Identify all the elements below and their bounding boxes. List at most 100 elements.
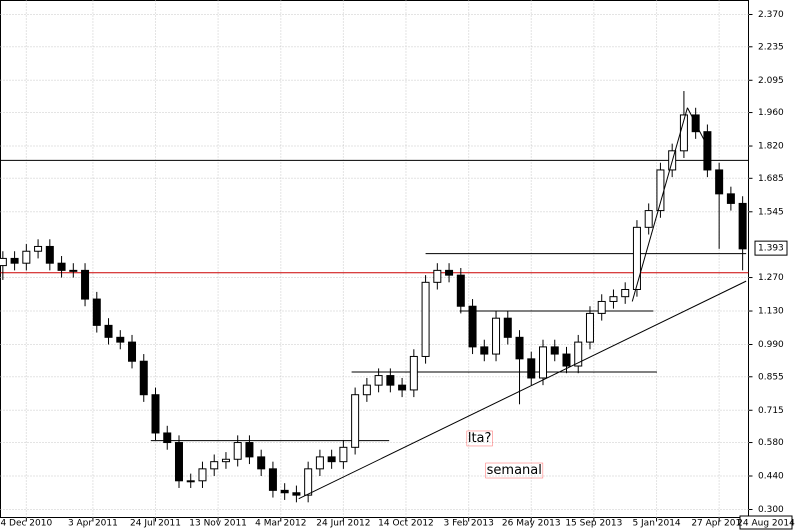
candle-body	[0, 257, 7, 267]
annotation: semanal	[487, 463, 542, 478]
y-tick-label: 1.545	[758, 207, 784, 217]
candle-body	[362, 384, 371, 396]
y-tick-label: 0.440	[758, 472, 784, 482]
candle-body	[527, 358, 536, 379]
candle-body	[257, 456, 266, 470]
y-tick-label: 1.130	[758, 307, 784, 317]
candle-body	[562, 353, 571, 367]
candle-body	[221, 458, 230, 463]
y-tick-label: 0.990	[758, 340, 784, 350]
y-tick-label: 1.820	[758, 142, 784, 152]
x-tick-label: 26 May 2013	[502, 519, 561, 529]
candle-body	[233, 442, 242, 460]
y-tick-label: 0.715	[758, 406, 784, 416]
candle-body	[315, 456, 324, 470]
candle-body	[574, 341, 583, 367]
candle-body	[210, 461, 219, 470]
candle-body	[339, 446, 348, 463]
candle-body	[116, 336, 125, 343]
candle-body	[585, 312, 594, 343]
candle-body	[644, 210, 653, 228]
x-tick-label: 15 Sep 2013	[565, 519, 622, 529]
price-tag: 1.393	[758, 244, 784, 254]
candle-body	[351, 394, 360, 448]
candle-body	[69, 269, 78, 272]
candle-body	[139, 360, 148, 396]
candle-body	[327, 456, 336, 463]
candle-body	[503, 317, 512, 338]
y-tick-label: 1.685	[758, 174, 784, 184]
candle-body	[280, 489, 289, 494]
candle-body	[550, 346, 559, 355]
candle-body	[738, 202, 747, 250]
candle-body	[104, 324, 113, 338]
candle-body	[726, 193, 735, 204]
candle-body	[445, 269, 454, 276]
candle-body	[468, 305, 477, 348]
candle-body	[245, 442, 254, 458]
candle-body	[492, 317, 501, 355]
candle-body	[632, 226, 641, 290]
candle-body	[433, 269, 442, 283]
candle-body	[45, 245, 54, 264]
y-tick-label: 0.855	[758, 372, 784, 382]
candle-body	[81, 269, 90, 300]
candle-body	[374, 375, 383, 386]
x-tick-label: 4 Dec 2010	[0, 519, 52, 529]
candle-body	[480, 346, 489, 355]
candle-body	[268, 468, 277, 491]
annotation: lta?	[468, 431, 492, 446]
candle-body	[656, 169, 665, 212]
candle-body	[151, 394, 160, 434]
trendline	[298, 280, 747, 500]
candle-body	[22, 250, 31, 264]
candle-body	[34, 245, 43, 252]
candle-body	[92, 298, 101, 326]
x-tick-label: 27 Apr 2014	[691, 519, 747, 529]
x-tick-label: 4 Mar 2012	[255, 519, 306, 529]
annotation-box	[466, 430, 493, 447]
x-tick-label: 3 Apr 2011	[68, 519, 118, 529]
x-tick-label: 13 Nov 2011	[189, 519, 247, 529]
last-date: 24 Aug 2014	[737, 519, 795, 529]
candle-body	[174, 442, 183, 482]
x-tick-label: 24 Jun 2012	[316, 519, 370, 529]
candle-body	[128, 341, 137, 362]
candle-body	[186, 480, 195, 483]
plot-frame	[0, 0, 749, 518]
annotation-box	[485, 462, 544, 479]
candle-body	[386, 375, 395, 386]
candle-body	[198, 468, 207, 482]
price-tag-box	[754, 240, 788, 256]
y-tick-label: 0.580	[758, 438, 784, 448]
last-date-box	[739, 515, 793, 530]
x-tick-label: 14 Oct 2012	[378, 519, 434, 529]
candle-body	[539, 346, 548, 379]
y-tick-label: 1.960	[758, 108, 784, 118]
candle-body	[304, 468, 313, 496]
candle-body	[398, 384, 407, 391]
candle-body	[57, 262, 66, 271]
trendline	[686, 107, 711, 152]
candle-body	[609, 296, 618, 302]
y-tick-label: 0.300	[758, 505, 784, 515]
candle-body	[715, 169, 724, 195]
candle-body	[10, 257, 19, 264]
candle-body	[621, 288, 630, 298]
candle-body	[597, 300, 606, 314]
candle-body	[292, 492, 301, 496]
candle-body	[421, 281, 430, 357]
y-tick-label: 2.370	[758, 10, 784, 20]
x-tick-label: 5 Jan 2014	[632, 519, 680, 529]
y-tick-label: 2.235	[758, 42, 784, 52]
candle-body	[409, 355, 418, 391]
candle-body	[703, 131, 712, 171]
y-tick-label: 2.095	[758, 76, 784, 86]
trendline	[631, 107, 688, 302]
x-tick-label: 3 Feb 2013	[444, 519, 494, 529]
candle-body	[163, 432, 172, 444]
candle-body	[515, 336, 524, 360]
x-tick-label: 24 Jul 2011	[130, 519, 181, 529]
y-tick-label: 1.270	[758, 273, 784, 283]
